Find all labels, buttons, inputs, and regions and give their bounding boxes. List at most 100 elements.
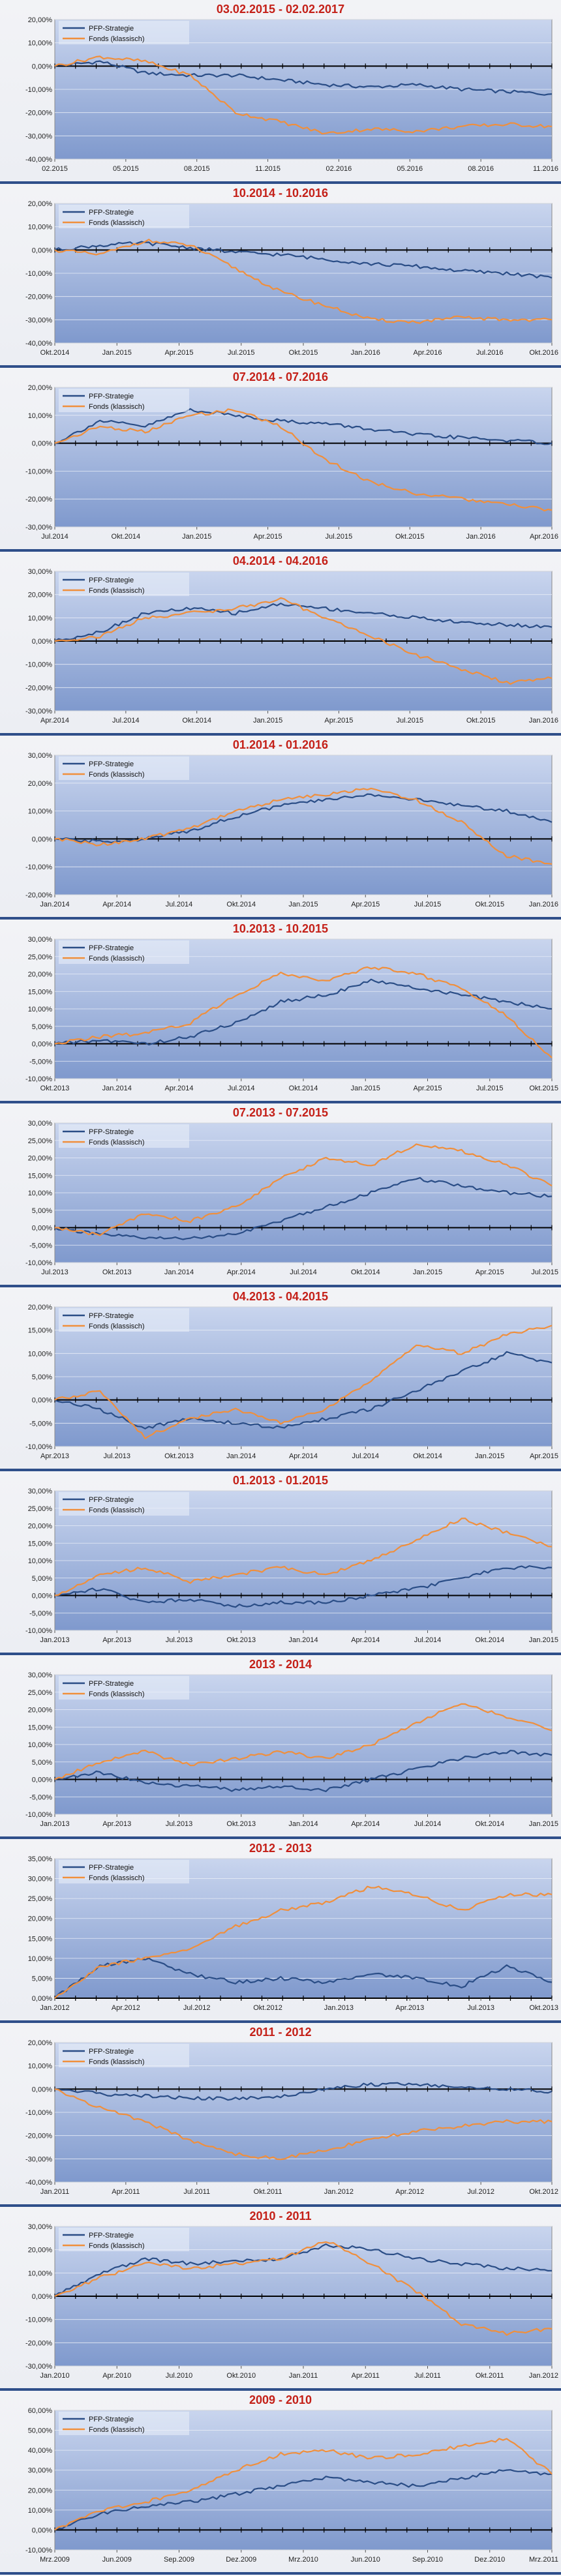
x-tick-label: Apr.2014 [351, 1820, 380, 1828]
line-chart: 30,00% 20,00% 10,00% 0,00% -10,00% -20,00% -30… [25, 2223, 558, 2380]
chart-panel: 2009 - 2010 60,00% 50,00% 40,00% 30,00% 20,00… [0, 2391, 561, 2575]
x-tick-label: Jan.2014 [288, 1820, 318, 1828]
y-tick-label: -20,00% [25, 891, 52, 899]
y-tick-label: 20,00% [28, 1523, 53, 1531]
y-tick-label: -10,00% [25, 270, 52, 278]
pfp-series-line [54, 2469, 553, 2531]
x-tick-label: Jul.2015 [396, 717, 423, 725]
y-tick-label: -30,00% [25, 132, 52, 140]
panel-divider [0, 733, 561, 736]
x-tick-label: Apr.2010 [102, 2372, 131, 2380]
legend-label: PFP-Strategie [89, 577, 134, 584]
y-tick-label: 30,00% [28, 1488, 53, 1495]
y-tick-label: 30,00% [28, 1876, 53, 1883]
x-tick-label: Apr.2013 [40, 1452, 69, 1460]
y-tick-label: 20,00% [28, 2247, 53, 2254]
y-tick-label: 15,00% [28, 1935, 53, 1943]
y-tick-label: 0,00% [32, 1397, 52, 1405]
y-tick-label: -20,00% [25, 110, 52, 117]
legend-label: PFP-Strategie [89, 209, 134, 217]
legend-label: Fonds (klassisch) [89, 1874, 145, 1882]
x-tick-label: Jul.2014 [112, 717, 140, 725]
chart-panel: 07.2014 - 07.2016 20,00% 10,00% 0,00% -10,00… [0, 368, 561, 552]
y-tick-label: 15,00% [28, 1724, 53, 1731]
y-tick-label: -10,00% [25, 661, 52, 669]
legend-label: PFP-Strategie [89, 393, 134, 400]
y-tick-label: -30,00% [25, 2363, 52, 2371]
x-tick-label: Jul.2015 [476, 1085, 504, 1092]
y-tick-label: 10,00% [28, 1350, 53, 1358]
y-tick-label: 5,00% [32, 1373, 52, 1381]
fonds-series-line [54, 1885, 553, 1999]
panel-divider [0, 2020, 561, 2023]
x-tick-label: Jul.2016 [476, 349, 504, 357]
line-chart: 30,00% 20,00% 10,00% 0,00% -10,00% -20,00% Jan… [25, 752, 558, 908]
y-tick-label: 10,00% [28, 2507, 53, 2515]
y-tick-label: -5,00% [29, 1420, 52, 1428]
x-tick-label: Apr.2015 [351, 901, 380, 908]
x-tick-label: Jan.2012 [40, 2004, 69, 2012]
y-tick-label: 0,00% [32, 2293, 52, 2301]
chart-panel: 2010 - 2011 30,00% 20,00% 10,00% 0,00% -10,00… [0, 2207, 561, 2391]
y-tick-label: 10,00% [28, 1190, 53, 1197]
panel-divider [0, 1836, 561, 1839]
y-tick-label: 25,00% [28, 1689, 53, 1697]
legend-label: PFP-Strategie [89, 2048, 134, 2056]
x-tick-label: 05.2016 [397, 165, 423, 173]
x-tick-label: Jul.2014 [352, 1452, 379, 1460]
x-tick-label: Jul.2015 [326, 533, 353, 541]
y-tick-label: -30,00% [25, 316, 52, 324]
x-tick-label: Jul.2015 [228, 349, 255, 357]
fonds-series-line [54, 787, 553, 865]
pfp-series-line [54, 1176, 553, 1240]
y-tick-label: 30,00% [28, 2223, 53, 2231]
x-tick-label: Jan.2015 [351, 1085, 380, 1092]
y-tick-label: 0,00% [32, 1225, 52, 1233]
y-tick-label: 5,00% [32, 1023, 52, 1031]
x-tick-label: Okt.2014 [40, 349, 70, 357]
x-tick-label: Dez.2009 [226, 2556, 256, 2564]
legend [59, 2228, 189, 2251]
x-tick-label: Okt.2014 [413, 1452, 442, 1460]
y-tick-label: -10,00% [25, 1075, 52, 1083]
chart-title: 07.2013 - 07.2015 [232, 1106, 329, 1119]
x-tick-label: Okt.2013 [164, 1452, 194, 1460]
y-tick-label: 15,00% [28, 1540, 53, 1548]
y-tick-label: 20,00% [28, 592, 53, 599]
x-tick-label: Jan.2012 [324, 2188, 354, 2196]
panel-divider [0, 2388, 561, 2391]
chart-title: 01.2013 - 01.2015 [232, 1474, 329, 1487]
x-tick-label: Jan.2011 [289, 2372, 318, 2380]
y-tick-label: -20,00% [25, 2339, 52, 2347]
y-tick-label: 10,00% [28, 1955, 53, 1963]
legend-label: PFP-Strategie [89, 2232, 134, 2239]
line-chart: 30,00% 25,00% 20,00% 15,00% 10,00% 5,00% 0,00%… [25, 1671, 558, 1828]
panel-divider [0, 1469, 561, 1471]
x-tick-label: Apr.2014 [227, 1268, 256, 1276]
x-tick-label: Apr.2013 [102, 1636, 131, 1644]
line-chart: 20,00% 10,00% 0,00% -10,00% -20,00% -30,00% -4… [25, 200, 558, 357]
fonds-series-line [54, 2088, 553, 2161]
pfp-series-line [54, 60, 553, 96]
x-tick-label: Jan.2016 [466, 533, 496, 541]
x-tick-label: Jul.2014 [414, 1820, 442, 1828]
x-tick-label: Jan.2015 [102, 349, 132, 357]
chart-panel: 10.2014 - 10.2016 20,00% 10,00% 0,00% -10,00… [0, 184, 561, 368]
chart-title: 2013 - 2014 [249, 1658, 312, 1671]
x-tick-label: Jul.2013 [467, 2004, 494, 2012]
x-tick-label: Jul.2015 [414, 901, 442, 908]
x-tick-label: Okt.2015 [475, 901, 504, 908]
legend-label: Fonds (klassisch) [89, 1323, 145, 1330]
x-tick-label: Okt.2011 [476, 2372, 504, 2380]
y-tick-label: 5,00% [32, 1575, 52, 1583]
x-tick-label: Okt.2015 [466, 717, 496, 725]
y-tick-label: 25,00% [28, 1895, 53, 1903]
x-tick-label: Okt.2014 [475, 1636, 504, 1644]
chart-title: 2012 - 2013 [249, 1842, 312, 1855]
y-tick-label: 5,00% [32, 1759, 52, 1767]
x-tick-label: Okt.2016 [529, 349, 558, 357]
legend-label: Fonds (klassisch) [89, 1139, 145, 1146]
x-tick-label: Okt.2013 [40, 1085, 70, 1092]
x-tick-label: Apr.2014 [289, 1452, 318, 1460]
